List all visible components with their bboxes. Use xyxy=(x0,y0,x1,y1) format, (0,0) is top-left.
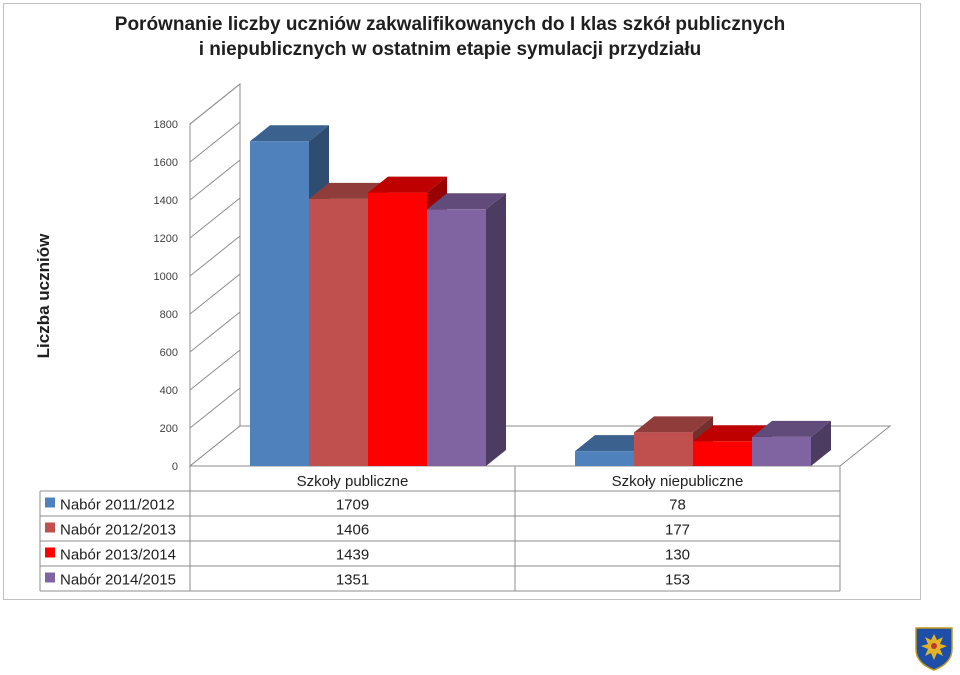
bar-side xyxy=(486,193,506,466)
legend-swatch xyxy=(45,522,55,533)
chart-title-line1: Porównanie liczby uczniów zakwalifikowan… xyxy=(114,14,786,35)
bar xyxy=(575,451,634,466)
bar xyxy=(752,436,811,466)
gridline xyxy=(189,159,241,201)
y-tick-label: 1400 xyxy=(154,195,178,207)
gridline xyxy=(189,83,241,125)
legend-swatch xyxy=(45,497,55,508)
data-label: 1439 xyxy=(336,547,369,564)
gridline xyxy=(189,311,241,353)
bar xyxy=(634,432,693,466)
bar xyxy=(427,209,486,466)
data-label: 153 xyxy=(665,572,690,589)
gridline xyxy=(189,349,241,391)
legend-swatch xyxy=(45,547,55,558)
y-tick-label: 600 xyxy=(160,347,178,359)
gridline xyxy=(189,235,241,277)
category-label: Szkoły niepubliczne xyxy=(612,473,744,490)
series-name: Nabór 2014/2015 xyxy=(60,572,176,589)
bar xyxy=(368,192,427,466)
series-name: Nabór 2011/2012 xyxy=(60,497,175,514)
bar-top xyxy=(634,416,713,433)
legend-swatch xyxy=(45,572,55,583)
y-tick-label: 400 xyxy=(160,385,178,397)
data-label: 177 xyxy=(665,522,690,539)
data-label: 78 xyxy=(669,497,686,514)
y-tick-label: 1800 xyxy=(154,119,178,131)
bar-side xyxy=(811,420,831,466)
series-name: Nabór 2012/2013 xyxy=(60,522,176,539)
y-tick-label: 800 xyxy=(160,309,178,321)
bar-top xyxy=(368,176,447,193)
bar xyxy=(250,141,309,467)
coat-of-arms-icon xyxy=(915,627,953,671)
bar-top xyxy=(427,193,506,210)
gridline xyxy=(189,197,241,239)
data-label: 1351 xyxy=(336,572,369,589)
series-name: Nabór 2013/2014 xyxy=(60,547,176,564)
y-tick-label: 0 xyxy=(172,461,178,473)
bar-top xyxy=(250,125,329,142)
gridline xyxy=(189,273,241,315)
data-label: 1406 xyxy=(336,522,369,539)
category-label: Szkoły publiczne xyxy=(297,473,409,490)
bar-top xyxy=(752,420,831,437)
data-label: 130 xyxy=(665,547,690,564)
side-wall xyxy=(189,82,241,468)
y-tick-label: 1200 xyxy=(154,233,178,245)
y-tick-label: 200 xyxy=(160,423,178,435)
chart-title-line2: i niepublicznych w ostatnim etapie symul… xyxy=(198,39,702,60)
data-label: 1709 xyxy=(336,497,369,514)
chart-title: Porównanie liczby uczniów zakwalifikowan… xyxy=(60,12,840,62)
y-tick-label: 1600 xyxy=(154,157,178,169)
gridline xyxy=(189,387,241,429)
bar xyxy=(309,198,368,467)
bar xyxy=(693,441,752,466)
chart-frame xyxy=(3,3,921,600)
y-tick-label: 1000 xyxy=(154,271,178,283)
gridline xyxy=(189,121,241,163)
